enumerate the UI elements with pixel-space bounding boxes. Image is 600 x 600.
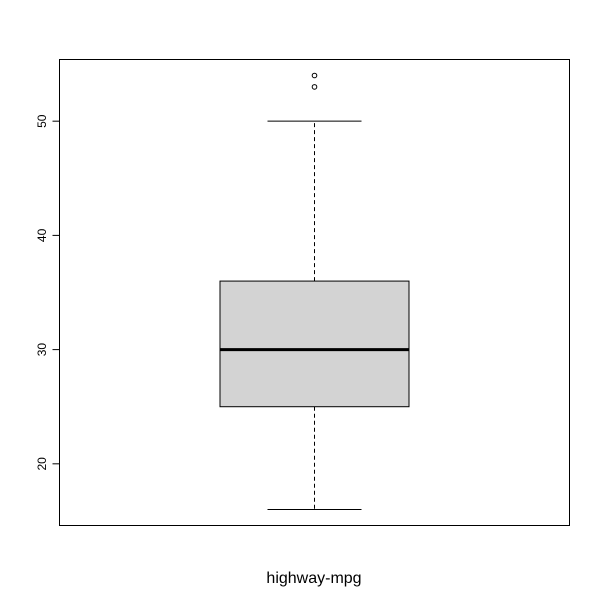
plot-area-frame [59, 59, 570, 526]
y-tick-label: 20 [35, 457, 49, 471]
y-tick-label: 40 [35, 228, 49, 242]
y-axis: 20 30 40 50 [35, 114, 60, 471]
y-tick-label: 30 [35, 343, 49, 357]
x-axis-label: highway-mpg [266, 570, 361, 587]
box-series [219, 72, 410, 511]
outlier-point [311, 84, 318, 90]
y-tick-label: 50 [35, 114, 49, 128]
outlier-point [311, 72, 318, 79]
iqr-box [219, 280, 410, 408]
